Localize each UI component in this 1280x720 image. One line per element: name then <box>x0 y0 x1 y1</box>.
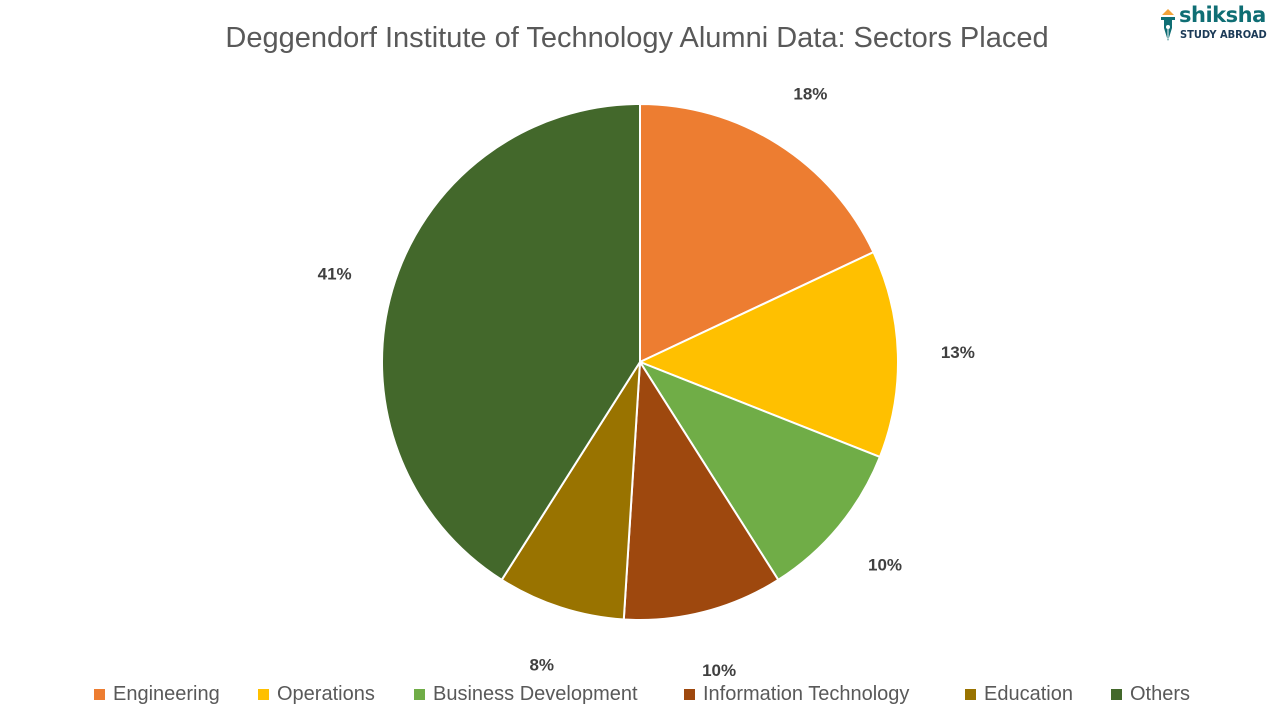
logo-tagline: STUDY ABROAD <box>1180 28 1267 41</box>
pie-slice-information-technology <box>622 358 780 621</box>
chart-title: Deggendorf Institute of Technology Alumn… <box>225 22 1049 54</box>
legend-item-education: Education <box>965 681 1073 707</box>
pie-slice-education <box>500 361 641 621</box>
legend-label: Engineering <box>113 682 220 705</box>
legend-label: Education <box>984 682 1073 705</box>
legend-item-others: Others <box>1111 681 1190 707</box>
legend-label: Information Technology <box>703 682 910 705</box>
legend-item-business-development: Business Development <box>414 681 638 707</box>
legend-swatch <box>94 688 105 700</box>
pen-nib-icon <box>1161 9 1175 41</box>
legend-item-information-technology: Information Technology <box>684 681 909 707</box>
pie-slice-operations <box>637 250 899 459</box>
legend-swatch <box>414 688 425 700</box>
legend-label: Others <box>1130 682 1191 705</box>
data-label-education: 8% <box>529 655 554 674</box>
legend-swatch <box>965 688 976 700</box>
data-label-operations: 13% <box>941 343 975 362</box>
legend-swatch <box>258 688 269 700</box>
legend-label: Business Development <box>433 682 638 705</box>
logo-wordmark: shiksha <box>1179 3 1266 27</box>
legend-label: Operations <box>277 682 375 705</box>
legend-item-engineering: Engineering <box>94 681 220 707</box>
legend-swatch <box>684 688 695 700</box>
legend-swatch <box>1111 688 1122 700</box>
data-label-information-technology: 10% <box>702 661 736 680</box>
legend-item-operations: Operations <box>258 681 375 707</box>
pie-slice-engineering <box>639 102 875 364</box>
pie-slice-business-development <box>637 359 882 582</box>
shiksha-logo: shiksha STUDY ABROAD <box>1157 3 1275 46</box>
data-label-engineering: 18% <box>793 85 827 104</box>
pie-slice-others <box>381 102 641 582</box>
data-label-others: 41% <box>318 264 352 283</box>
data-label-business-development: 10% <box>868 556 902 575</box>
chart-legend: Engineering Operations Business Developmen… <box>0 681 1280 707</box>
